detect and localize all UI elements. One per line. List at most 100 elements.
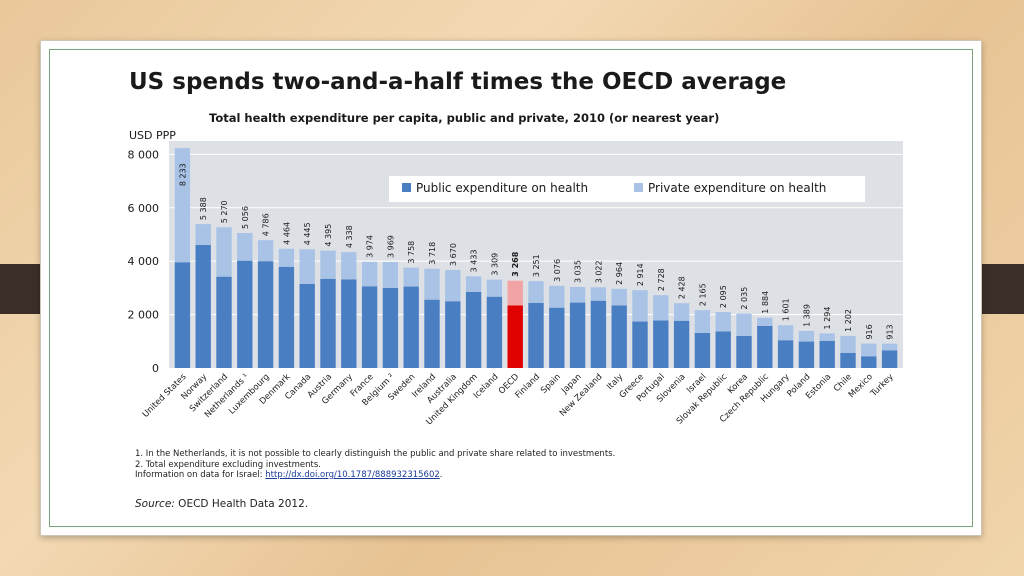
public-bar — [777, 340, 794, 368]
private-bar — [736, 313, 752, 336]
public-bar — [528, 302, 544, 368]
private-bar — [549, 285, 565, 308]
public-bar — [694, 333, 711, 368]
data-label: 2 428 — [678, 276, 687, 299]
data-label: 2 728 — [657, 268, 666, 291]
slide-card: US spends two-and-a-half times the OECD … — [40, 40, 982, 536]
public-bar — [216, 276, 232, 368]
data-label: 3 718 — [428, 242, 437, 265]
x-tick-label: Turkey — [868, 372, 895, 399]
y-tick-label: 8 000 — [128, 148, 160, 161]
source-text: OECD Health Data 2012. — [174, 498, 309, 510]
israel-note: Information on data for Israel: http://d… — [135, 470, 855, 481]
footnotes: 1. In the Netherlands, it is not possibl… — [135, 449, 855, 481]
chart-subtitle: Total health expenditure per capita, pub… — [209, 111, 720, 125]
data-label: 4 338 — [345, 225, 354, 248]
public-bar — [403, 286, 419, 368]
private-bar — [694, 310, 711, 334]
public-bar — [278, 266, 295, 368]
public-bar — [715, 331, 731, 368]
public-bar — [465, 291, 482, 368]
private-bar — [216, 227, 232, 277]
y-tick-label: 2 000 — [128, 309, 160, 322]
data-label: 2 165 — [698, 283, 707, 306]
public-bar — [632, 321, 648, 368]
public-bar — [299, 283, 315, 368]
private-bar — [528, 281, 544, 303]
public-bar — [486, 296, 503, 368]
private-bar — [757, 317, 773, 326]
data-label: 2 095 — [719, 285, 728, 308]
data-label: 5 056 — [241, 206, 250, 229]
private-bar — [507, 280, 523, 306]
data-label: 1 884 — [761, 291, 770, 314]
public-bar — [653, 320, 669, 368]
source-label: Source: — [135, 498, 175, 510]
data-label: 5 388 — [199, 197, 208, 220]
public-bar — [861, 356, 877, 368]
public-bar — [195, 244, 211, 368]
public-bar — [361, 286, 378, 368]
data-label: 1 294 — [823, 307, 832, 330]
public-bar — [611, 305, 627, 368]
data-label: 3 433 — [470, 249, 479, 272]
data-label: 3 969 — [386, 235, 395, 258]
private-bar — [653, 295, 669, 321]
public-bar — [341, 279, 357, 368]
private-bar — [403, 267, 419, 287]
public-bar — [174, 262, 191, 368]
private-bar — [465, 276, 482, 292]
public-bar — [757, 325, 773, 368]
private-bar — [424, 268, 440, 300]
slide-title: US spends two-and-a-half times the OECD … — [129, 69, 787, 95]
public-bar — [798, 341, 815, 368]
private-bar — [174, 148, 191, 263]
chart-slide: US spends two-and-a-half times the OECD … — [41, 41, 981, 535]
slide-frame — [49, 49, 973, 527]
public-bar — [424, 299, 440, 368]
legend-swatch-private — [634, 183, 643, 192]
legend-box — [389, 176, 865, 202]
public-bar — [237, 260, 253, 368]
private-bar — [341, 252, 357, 280]
data-label: 3 268 — [511, 251, 520, 276]
y-tick-label: 6 000 — [128, 202, 160, 215]
private-bar — [361, 261, 378, 287]
private-bar — [237, 232, 253, 261]
legend-label-private: Private expenditure on health — [648, 181, 826, 195]
data-label: 1 202 — [844, 309, 853, 332]
private-bar — [611, 288, 627, 306]
private-bar — [299, 249, 315, 284]
private-bar — [777, 325, 794, 341]
private-bar — [861, 343, 877, 357]
data-label: 8 233 — [178, 163, 187, 186]
public-bar — [673, 320, 690, 368]
public-bar — [840, 352, 856, 368]
data-label: 3 035 — [574, 260, 583, 283]
data-label: 4 445 — [303, 222, 312, 245]
private-bar — [840, 335, 856, 353]
data-label: 2 914 — [636, 263, 645, 286]
private-bar — [382, 262, 399, 288]
data-label: 3 974 — [366, 235, 375, 258]
data-label: 1 389 — [802, 304, 811, 327]
data-label: 913 — [886, 324, 895, 339]
y-tick-label: 4 000 — [128, 255, 160, 268]
private-bar — [798, 330, 815, 342]
y-tick-label: 0 — [152, 362, 159, 375]
data-label: 3 309 — [490, 253, 499, 276]
private-bar — [278, 248, 295, 267]
public-bar — [736, 335, 752, 368]
private-bar — [195, 224, 211, 245]
israel-data-link[interactable]: http://dx.doi.org/10.1787/888932315602 — [265, 470, 440, 480]
public-bar — [881, 350, 898, 368]
data-label: 2 964 — [615, 262, 624, 285]
x-tick-label: Spain — [539, 372, 563, 396]
data-label: 2 035 — [740, 287, 749, 310]
public-bar — [257, 261, 274, 368]
public-bar — [507, 305, 523, 368]
private-bar — [445, 269, 461, 302]
public-bar — [569, 302, 586, 368]
public-bar — [590, 300, 607, 368]
data-label: 1 601 — [782, 298, 791, 321]
